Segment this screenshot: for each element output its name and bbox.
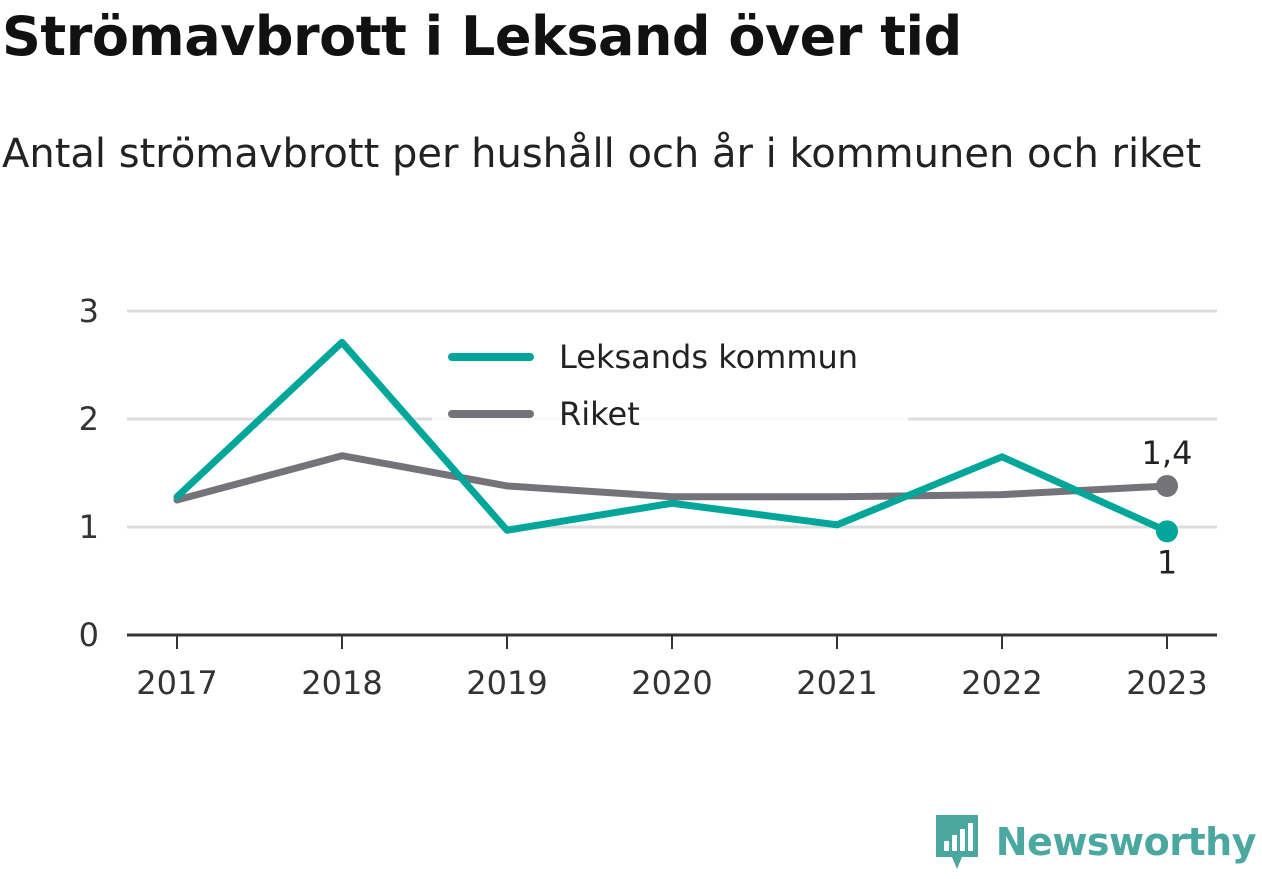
series-end-marker (1156, 474, 1178, 497)
x-tick-label: 2021 (796, 664, 877, 702)
legend-label: Leksands kommun (559, 338, 858, 376)
y-tick-label: 2 (79, 400, 99, 438)
x-tick-label: 2019 (466, 664, 547, 702)
chart-subtitle: Antal strömavbrott per hushåll och år i … (2, 131, 1202, 177)
y-axis-ticks: 0 1 2 3 (79, 292, 99, 654)
newsworthy-logo-text: Newsworthy (995, 820, 1257, 864)
series-end-label: 1 (1157, 543, 1177, 581)
chart-title: Strömavbrott i Leksand över tid (2, 5, 962, 68)
y-tick-label: 1 (79, 508, 99, 546)
series-lines: 11,4 (173, 338, 1193, 581)
x-tick-label: 2022 (961, 664, 1042, 702)
x-tick-label: 2018 (301, 664, 382, 702)
x-tick-label: 2017 (136, 664, 217, 702)
series-end-label: 1,4 (1142, 434, 1193, 472)
x-tick-label: 2023 (1126, 664, 1207, 702)
series-line (173, 338, 1171, 535)
y-tick-label: 3 (79, 292, 99, 330)
newsworthy-logo-icon (935, 815, 978, 869)
newsworthy-logo: Newsworthy (932, 813, 1257, 871)
legend-label: Riket (559, 395, 640, 433)
y-tick-label: 0 (79, 616, 99, 654)
series-line (173, 452, 1171, 504)
legend: Leksands kommun Riket (432, 326, 908, 436)
x-axis-ticks: 2017 2018 2019 2020 2021 2022 2023 (136, 635, 1208, 702)
series-end-marker (1156, 520, 1178, 543)
x-tick-label: 2020 (631, 664, 712, 702)
